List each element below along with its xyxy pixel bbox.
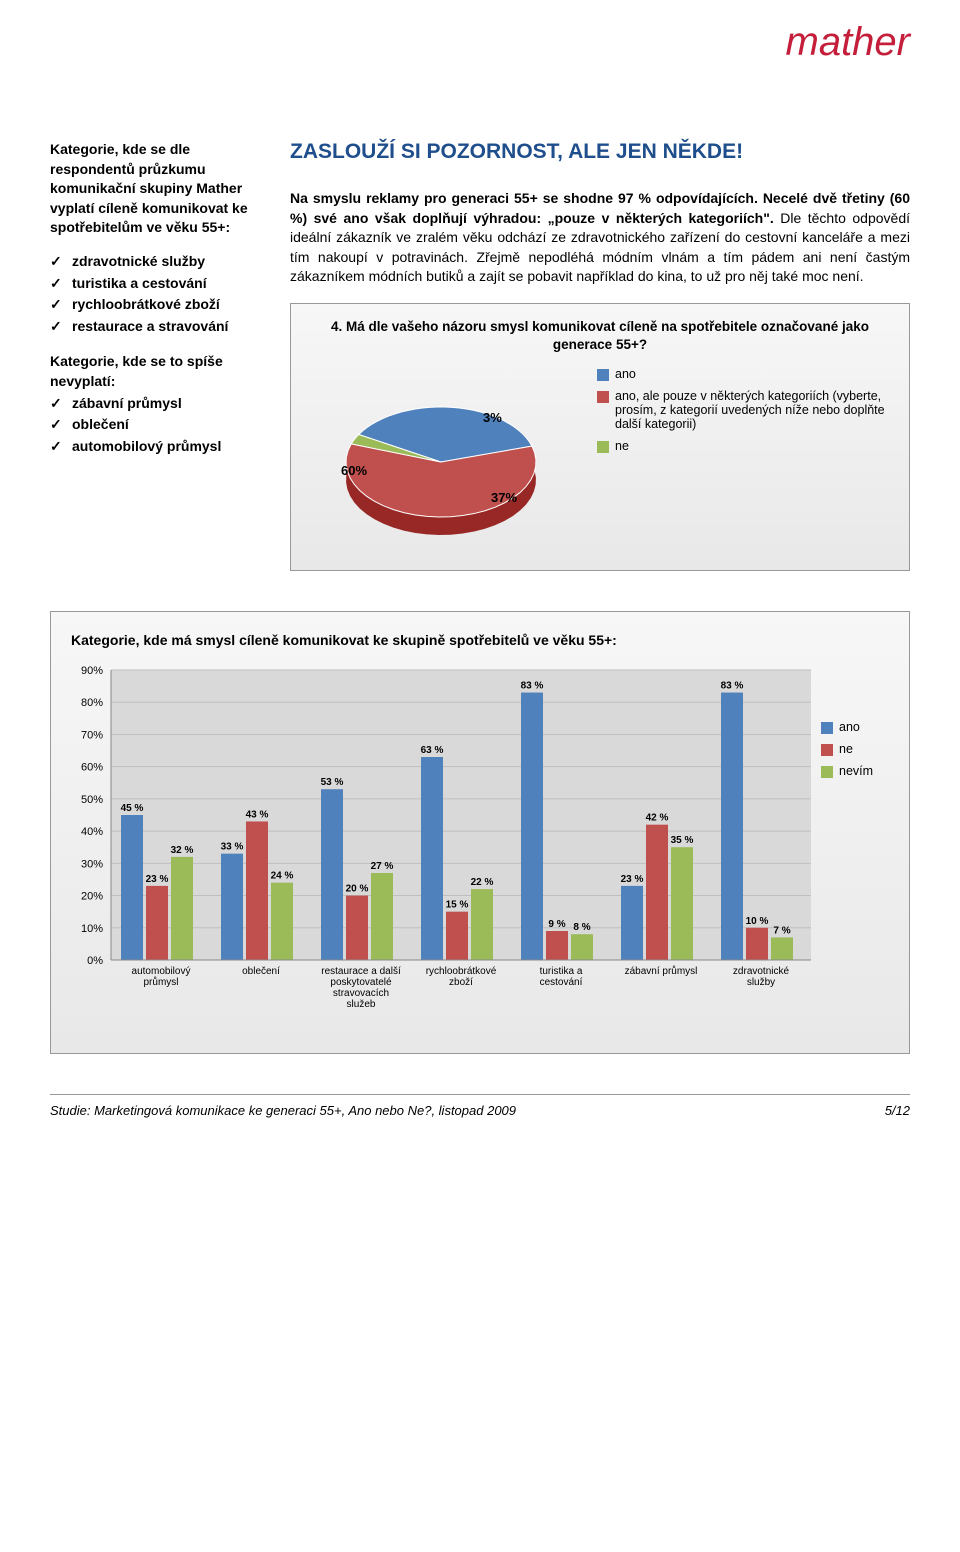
- legend-label: ne: [615, 439, 629, 453]
- legend-item: ano: [821, 720, 899, 734]
- list-item: zábavní průmysl: [50, 394, 270, 414]
- svg-text:20 %: 20 %: [346, 884, 369, 895]
- legend-swatch: [597, 369, 609, 381]
- pie-slice-label: 60%: [341, 463, 367, 478]
- svg-text:27 %: 27 %: [371, 861, 394, 872]
- legend-swatch: [821, 766, 833, 778]
- left-intro-paragraph: Kategorie, kde se dle respondentů průzku…: [50, 140, 270, 238]
- svg-text:10%: 10%: [81, 923, 103, 935]
- right-column: ZASLOUŽÍ SI POZORNOST, ALE JEN NĚKDE! Na…: [290, 140, 910, 571]
- svg-text:24 %: 24 %: [271, 871, 294, 882]
- svg-text:turistika a: turistika a: [540, 966, 583, 977]
- svg-text:43 %: 43 %: [246, 810, 269, 821]
- svg-text:22 %: 22 %: [471, 877, 494, 888]
- svg-text:83 %: 83 %: [521, 681, 544, 692]
- svg-text:oblečení: oblečení: [242, 966, 280, 977]
- svg-text:40%: 40%: [81, 826, 103, 838]
- page-footer: Studie: Marketingová komunikace ke gener…: [50, 1094, 910, 1118]
- list-item: oblečení: [50, 415, 270, 435]
- svg-text:23 %: 23 %: [146, 874, 169, 885]
- svg-text:10 %: 10 %: [746, 916, 769, 927]
- svg-text:60%: 60%: [81, 762, 103, 774]
- footer-page-number: 5/12: [885, 1103, 910, 1118]
- legend-label: ano, ale pouze v některých kategoriích (…: [615, 389, 899, 431]
- list-item: restaurace a stravování: [50, 317, 270, 337]
- checklist-positive: zdravotnické služby turistika a cestován…: [50, 252, 270, 336]
- pie-chart-body: 60% 37% 3% ano ano, ale pouze v některých k…: [301, 367, 899, 560]
- legend-swatch: [597, 391, 609, 403]
- svg-text:30%: 30%: [81, 858, 103, 870]
- legend-item: nevím: [821, 764, 899, 778]
- bar-chart-plot-wrap: 0% 10% 20% 30% 40% 50% 60% 70% 80% 90% 45 % 23 % 32 …: [61, 660, 821, 1043]
- bar-legend: ano ne nevím: [821, 660, 899, 1043]
- svg-text:32 %: 32 %: [171, 845, 194, 856]
- pie-slice-label: 3%: [483, 410, 502, 425]
- pie-chart-svg: 60% 37% 3%: [301, 367, 581, 557]
- svg-text:9 %: 9 %: [548, 919, 565, 930]
- svg-text:stravovacích: stravovacích: [333, 988, 389, 999]
- svg-text:automobilový: automobilový: [132, 966, 191, 977]
- legend-label: ano: [839, 720, 860, 734]
- svg-text:83 %: 83 %: [721, 681, 744, 692]
- svg-text:zboží: zboží: [449, 977, 473, 988]
- svg-text:63 %: 63 %: [421, 745, 444, 756]
- pie-legend: ano ano, ale pouze v některých kategoriíc…: [597, 367, 899, 560]
- list-item: turistika a cestování: [50, 274, 270, 294]
- svg-text:služeb: služeb: [347, 999, 376, 1010]
- bar-chart-body: 0% 10% 20% 30% 40% 50% 60% 70% 80% 90% 45 % 23 % 32 …: [61, 660, 899, 1043]
- svg-text:průmysl: průmysl: [143, 976, 178, 988]
- pie-chart-svg-wrap: 60% 37% 3%: [301, 367, 581, 560]
- legend-item: ne: [821, 742, 899, 756]
- svg-text:zábavní průmysl: zábavní průmysl: [625, 965, 698, 977]
- svg-text:42 %: 42 %: [646, 813, 669, 824]
- svg-text:45 %: 45 %: [121, 803, 144, 814]
- legend-label: nevím: [839, 764, 873, 778]
- list-item: rychloobrátkové zboží: [50, 295, 270, 315]
- left-column: Kategorie, kde se dle respondentů průzku…: [50, 140, 270, 571]
- page-heading: ZASLOUŽÍ SI POZORNOST, ALE JEN NĚKDE!: [290, 140, 910, 164]
- right-paragraph: Na smyslu reklamy pro generaci 55+ se sh…: [290, 189, 910, 287]
- logo: mather: [786, 20, 911, 65]
- svg-text:rychloobrátkové: rychloobrátkové: [426, 966, 497, 977]
- svg-text:8 %: 8 %: [573, 922, 590, 933]
- pie-chart-title: 4. Má dle vašeho názoru smysl komunikova…: [301, 318, 899, 353]
- legend-label: ne: [839, 742, 853, 756]
- legend-swatch: [821, 722, 833, 734]
- bar-chart-svg: 0% 10% 20% 30% 40% 50% 60% 70% 80% 90% 45 % 23 % 32 …: [61, 660, 821, 1040]
- legend-item: ano: [597, 367, 899, 381]
- bar-chart-title: Kategorie, kde má smysl cíleně komunikov…: [71, 632, 899, 648]
- list-item: zdravotnické služby: [50, 252, 270, 272]
- legend-item: ne: [597, 439, 899, 453]
- svg-text:20%: 20%: [81, 891, 103, 903]
- svg-text:90%: 90%: [81, 665, 103, 677]
- svg-text:70%: 70%: [81, 730, 103, 742]
- left-mid-paragraph: Kategorie, kde se to spíše nevyplatí:: [50, 352, 270, 391]
- svg-text:restaurace a další: restaurace a další: [321, 966, 401, 977]
- svg-text:35 %: 35 %: [671, 835, 694, 846]
- content-columns: Kategorie, kde se dle respondentů průzku…: [50, 140, 910, 571]
- legend-swatch: [821, 744, 833, 756]
- svg-text:poskytovatelé: poskytovatelé: [330, 977, 392, 988]
- svg-text:23 %: 23 %: [621, 874, 644, 885]
- svg-text:80%: 80%: [81, 697, 103, 709]
- checklist-negative: zábavní průmysl oblečení automobilový pr…: [50, 394, 270, 457]
- pie-slice-label: 37%: [491, 490, 517, 505]
- footer-text: Studie: Marketingová komunikace ke gener…: [50, 1103, 516, 1118]
- svg-text:33 %: 33 %: [221, 842, 244, 853]
- list-item: automobilový průmysl: [50, 437, 270, 457]
- svg-text:7 %: 7 %: [773, 926, 790, 937]
- svg-text:služby: služby: [747, 977, 775, 988]
- svg-text:cestování: cestování: [540, 977, 583, 988]
- svg-text:15 %: 15 %: [446, 900, 469, 911]
- svg-text:0%: 0%: [87, 955, 103, 967]
- legend-swatch: [597, 441, 609, 453]
- svg-text:50%: 50%: [81, 794, 103, 806]
- svg-text:53 %: 53 %: [321, 777, 344, 788]
- legend-label: ano: [615, 367, 636, 381]
- bar-chart-container: Kategorie, kde má smysl cíleně komunikov…: [50, 611, 910, 1054]
- svg-text:zdravotnické: zdravotnické: [733, 966, 790, 977]
- pie-chart-container: 4. Má dle vašeho názoru smysl komunikova…: [290, 303, 910, 571]
- legend-item: ano, ale pouze v některých kategoriích (…: [597, 389, 899, 431]
- page: mather Kategorie, kde se dle respondentů…: [0, 0, 960, 1138]
